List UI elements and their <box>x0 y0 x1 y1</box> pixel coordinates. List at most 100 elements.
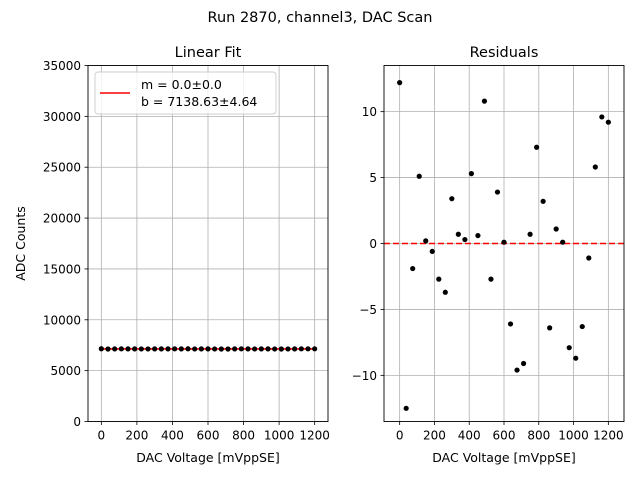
x-tick-label: 800 <box>232 429 255 443</box>
ticks: 0 200 400 600 800 1000 1200 0 5000 10000 15000 2000… <box>43 59 330 443</box>
data-point <box>292 346 298 352</box>
data-point <box>232 346 238 352</box>
y-tick-label: 35000 <box>43 59 81 73</box>
data-point <box>462 236 468 243</box>
data-point <box>125 346 131 352</box>
x-axis-label: DAC Voltage [mVppSE] <box>432 450 575 465</box>
data-point <box>547 325 553 331</box>
y-tick-label: 0 <box>73 415 81 429</box>
grid <box>88 65 328 422</box>
plot-marks <box>98 346 318 352</box>
data-point <box>520 360 527 367</box>
x-tick-label: 0 <box>98 429 106 443</box>
data-point <box>285 346 291 352</box>
x-tick-label: 400 <box>161 429 184 443</box>
x-tick-label: 1000 <box>264 429 295 443</box>
x-tick-label: 800 <box>527 429 550 443</box>
legend-entry-intercept: b = 7138.63±4.64 <box>141 94 257 109</box>
data-point <box>145 346 151 352</box>
data-point <box>252 346 258 352</box>
data-point <box>118 346 124 352</box>
x-tick-label: 200 <box>125 429 148 443</box>
data-point <box>245 346 251 352</box>
data-point <box>218 346 224 352</box>
y-axis-label: ADC Counts <box>13 206 28 281</box>
data-point <box>586 255 592 261</box>
y-tick-label: 20000 <box>43 212 81 226</box>
data-point <box>514 367 520 373</box>
legend: m = 0.0±0.0 b = 7138.63±4.64 <box>94 71 277 115</box>
x-axis-label: DAC Voltage [mVppSE] <box>136 450 279 465</box>
legend-box <box>94 71 277 115</box>
data-point <box>534 144 540 150</box>
legend-entry-slope: m = 0.0±0.0 <box>141 77 222 92</box>
x-tick-label: 0 <box>396 429 404 443</box>
ticks: 0 200 400 600 800 1000 1200 −10 −5 0 5 10 <box>352 105 624 442</box>
data-point <box>298 346 304 352</box>
data-point <box>178 346 184 352</box>
data-point <box>527 231 533 237</box>
data-point <box>212 346 218 352</box>
y-tick-label: 10000 <box>43 313 81 327</box>
data-point <box>272 346 278 352</box>
data-point <box>205 346 211 352</box>
data-point <box>442 289 448 295</box>
data-point <box>494 189 501 195</box>
data-point <box>599 114 605 120</box>
figure-title: Run 2870, channel3, DAC Scan <box>208 10 433 26</box>
linear-fit-panel: Linear Fit 0 200 400 600 800 1000 1200 0 5000 100… <box>13 45 330 465</box>
data-point <box>560 239 566 245</box>
data-point <box>423 238 429 244</box>
x-tick-label: 200 <box>423 429 446 443</box>
data-point <box>449 196 455 202</box>
data-point <box>455 231 461 237</box>
data-point <box>540 198 546 204</box>
y-tick-label: 5 <box>369 171 377 185</box>
data-point <box>592 164 598 170</box>
data-point <box>198 346 204 352</box>
data-point <box>436 276 442 282</box>
y-tick-label: 5000 <box>50 364 81 378</box>
x-tick-label: 1000 <box>558 429 589 443</box>
data-point <box>468 171 474 177</box>
data-point <box>475 232 481 239</box>
data-point <box>265 346 271 352</box>
data-point <box>305 346 311 352</box>
data-point <box>403 405 409 411</box>
data-point <box>132 346 138 352</box>
x-tick-label: 600 <box>197 429 220 443</box>
data-point <box>278 346 284 352</box>
data-point <box>98 346 104 352</box>
data-point <box>481 98 488 104</box>
data-point <box>152 346 158 352</box>
data-point <box>429 248 435 255</box>
data-point <box>579 323 585 330</box>
chart-title: Linear Fit <box>175 45 242 61</box>
data-point <box>112 346 118 352</box>
data-point <box>185 346 191 352</box>
plot-marks <box>384 80 624 411</box>
data-point <box>172 346 178 352</box>
y-tick-label: 15000 <box>43 262 81 276</box>
data-point <box>605 119 611 125</box>
y-tick-label: 30000 <box>43 110 81 124</box>
data-point <box>138 346 144 352</box>
data-point <box>158 346 164 352</box>
data-point <box>410 265 416 272</box>
data-point <box>258 346 264 352</box>
data-point <box>192 346 198 352</box>
x-tick-label: 1200 <box>299 429 330 443</box>
data-point <box>165 346 171 352</box>
y-tick-label: 0 <box>369 237 377 251</box>
data-point <box>501 239 507 245</box>
data-point <box>566 345 572 351</box>
data-point <box>105 346 111 352</box>
data-point <box>397 80 403 86</box>
data-point <box>416 173 422 179</box>
x-tick-label: 1200 <box>593 429 624 443</box>
x-tick-label: 400 <box>458 429 481 443</box>
y-tick-label: 10 <box>362 105 377 119</box>
x-tick-label: 600 <box>493 429 516 443</box>
residuals-panel: Residuals 0 200 400 600 800 1000 1200 −10 −5 0 5 10… <box>352 45 625 465</box>
